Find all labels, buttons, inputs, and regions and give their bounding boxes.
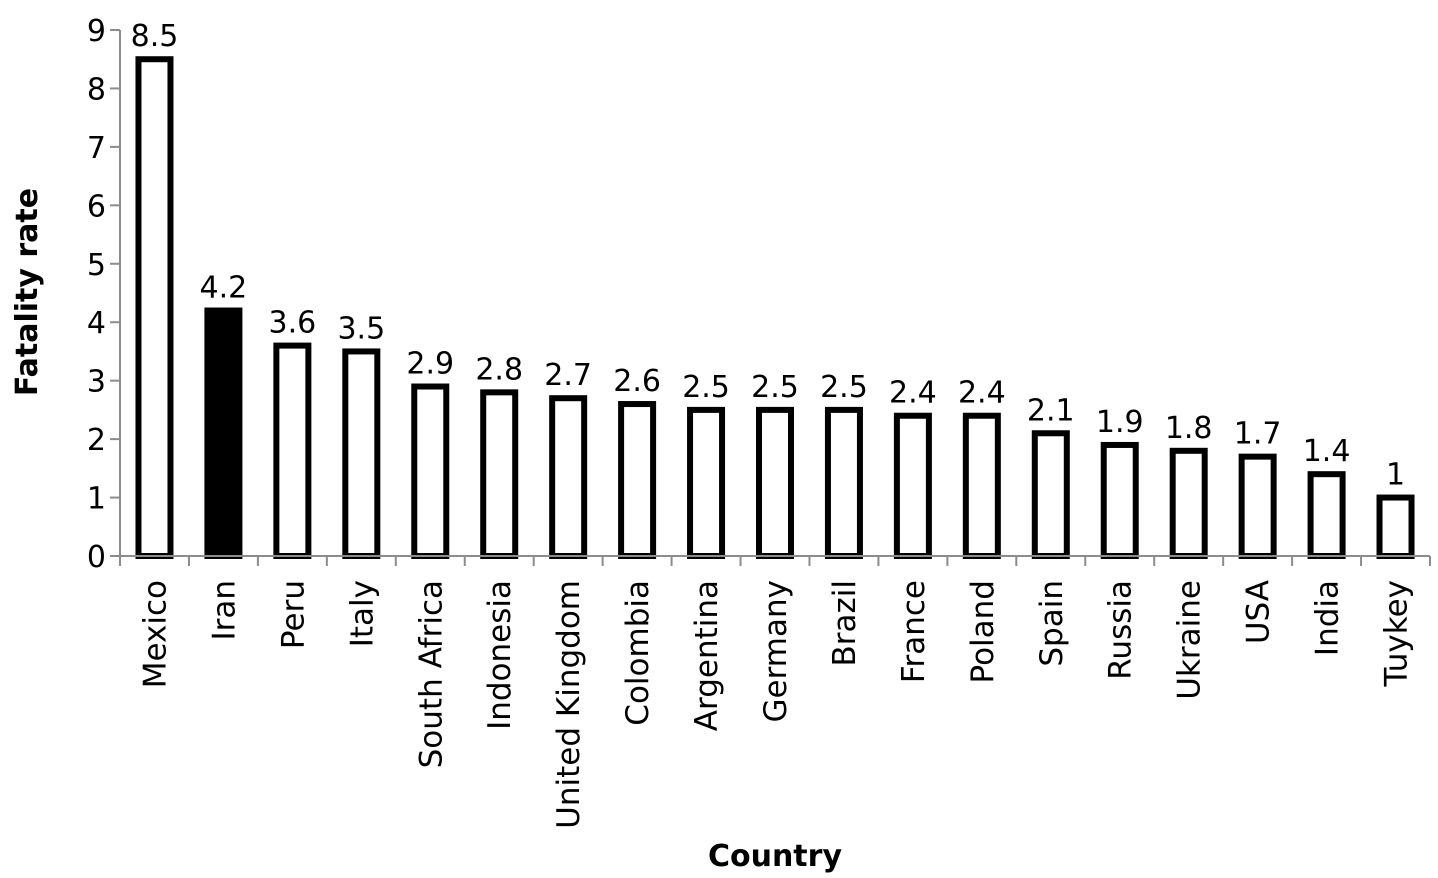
- data-label: 2.6: [613, 364, 661, 399]
- bar-tuykey: [1376, 494, 1415, 559]
- data-label: 2.4: [958, 376, 1006, 411]
- x-axis: Mexico Iran Peru Italy South Africa Indonesia…: [119, 555, 1431, 829]
- category-label: Russia: [1103, 580, 1139, 680]
- category-label: India: [1310, 580, 1346, 656]
- data-label: 3.6: [269, 306, 317, 341]
- bar-poland: [962, 412, 1001, 559]
- bars: 8.5 4.2 3.6 3.5 2.9 2.8 2.7 2.6 2.5 2.5 2.5 2.4 2.4 2…: [131, 19, 1415, 560]
- bar-argentina: [687, 406, 726, 559]
- y-tick-label: 6: [87, 189, 106, 224]
- bar-india: [1307, 471, 1346, 559]
- data-label: 2.7: [544, 358, 592, 393]
- bar-united-kingdom: [549, 395, 588, 560]
- category-label: Germany: [758, 580, 794, 722]
- y-axis-title: Fatality rate: [10, 188, 45, 396]
- y-tick-label: 3: [87, 365, 106, 400]
- data-label: 2.5: [820, 370, 868, 405]
- x-axis-title: Country: [708, 839, 842, 874]
- y-tick-label: 1: [87, 482, 106, 517]
- y-tick-label: 0: [87, 540, 106, 575]
- data-label: 1.8: [1165, 411, 1213, 446]
- category-label: Peru: [275, 580, 311, 649]
- data-label: 1.4: [1303, 434, 1351, 469]
- bar-russia: [1100, 441, 1139, 560]
- bar-indonesia: [480, 389, 519, 559]
- category-label: Poland: [965, 580, 1001, 684]
- y-tick-label: 4: [87, 306, 106, 341]
- y-axis: 0 1 2 3 4 5 6 7 8 9: [87, 14, 121, 575]
- bar-mexico: [135, 56, 174, 559]
- category-label: Brazil: [827, 580, 863, 667]
- category-label: Ukraine: [1172, 580, 1208, 700]
- bar-south-africa: [411, 383, 450, 559]
- data-label: 2.8: [475, 352, 523, 387]
- y-tick-label: 9: [87, 14, 106, 49]
- category-label: Colombia: [620, 580, 656, 726]
- y-tick-label: 5: [87, 248, 106, 283]
- data-label: 4.2: [200, 271, 248, 306]
- category-label: Indonesia: [482, 580, 518, 730]
- data-label: 2.5: [682, 370, 730, 405]
- bar-spain: [1031, 430, 1070, 559]
- bar-iran: [204, 307, 243, 559]
- y-tick-label: 8: [87, 72, 106, 107]
- category-label: Mexico: [137, 580, 173, 688]
- data-label: 3.5: [337, 311, 385, 346]
- bar-ukraine: [1169, 447, 1208, 559]
- y-tick-label: 2: [87, 423, 106, 458]
- bar-brazil: [824, 406, 863, 559]
- data-label: 2.1: [1027, 393, 1075, 428]
- category-label: Italy: [344, 580, 380, 647]
- data-label: 1: [1386, 458, 1405, 493]
- category-label: Iran: [206, 580, 242, 641]
- category-label: France: [896, 580, 932, 683]
- data-label: 2.9: [406, 347, 454, 382]
- data-label: 2.4: [889, 376, 937, 411]
- data-label: 1.7: [1234, 417, 1282, 452]
- bar-usa: [1238, 453, 1277, 559]
- bar-italy: [342, 348, 381, 560]
- bar-france: [893, 412, 932, 559]
- y-tick-label: 7: [87, 131, 106, 166]
- bar-peru: [273, 342, 312, 559]
- data-label: 2.5: [751, 370, 799, 405]
- category-label: Spain: [1034, 580, 1070, 667]
- category-label: Tuykey: [1379, 580, 1415, 688]
- category-label: USA: [1241, 580, 1277, 644]
- data-label: 1.9: [1096, 405, 1144, 440]
- bar-germany: [756, 406, 794, 559]
- category-label: Argentina: [689, 580, 725, 731]
- category-label: United Kingdom: [551, 580, 587, 829]
- category-label: South Africa: [413, 580, 449, 768]
- bar-colombia: [618, 401, 657, 559]
- data-label: 8.5: [131, 19, 179, 54]
